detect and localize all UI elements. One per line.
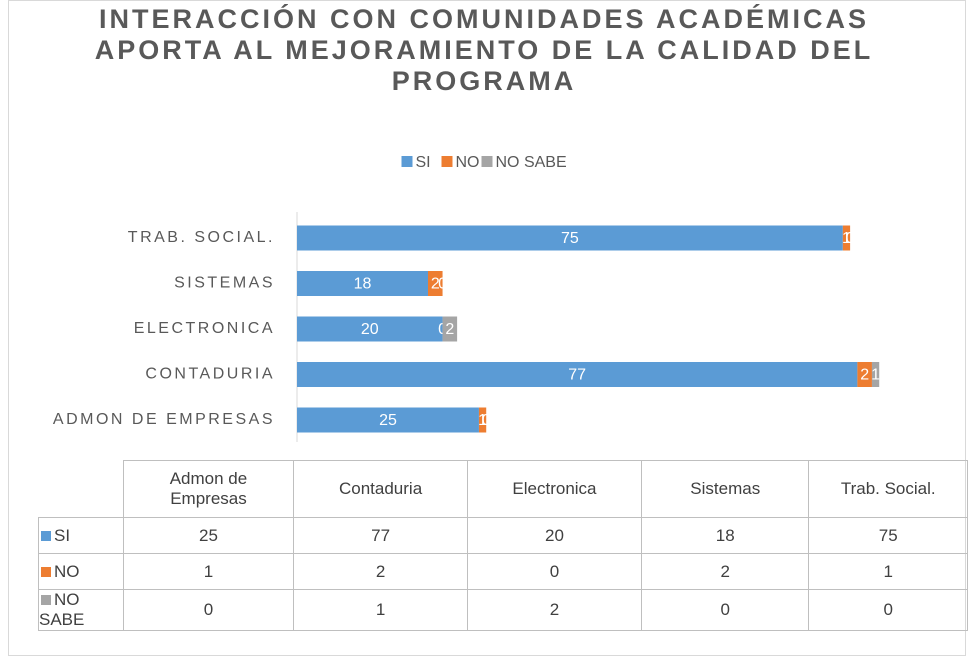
table-cell: 18 [641,517,810,554]
data-table: Admon de Empresas Contaduria Electronica Si… [38,460,968,631]
legend-key [41,595,51,605]
table-row-label: SI [38,517,124,554]
bar-segment [297,225,843,251]
data-label: 20 [361,321,379,338]
y-tick-label: CONTADURIA [145,366,275,383]
y-tick-label: ELECTRONICA [134,320,275,337]
bar-segment [297,407,479,433]
table-cell: 1 [293,589,468,631]
data-label: 1 [478,412,487,429]
table-row-label: NO SABE [38,589,124,631]
data-label: 18 [354,276,372,293]
table-cell: 20 [466,517,643,554]
bar-segment [297,362,858,387]
table-header: Admon de Empresas [122,460,295,518]
table-header-row: Admon de Empresas Contaduria Electronica Si… [38,460,968,518]
y-tick-label: ADMON DE EMPRESAS [53,411,275,428]
table-header: Contaduria [293,460,468,518]
table-cell: 0 [641,589,810,631]
table-row: NO 1 2 0 2 1 [38,553,968,590]
y-tick-label: TRAB. SOCIAL. [128,229,275,246]
data-label: 2 [860,367,869,384]
table-row-label: NO [38,553,124,590]
bar-segment [842,225,851,251]
data-label: 0 [846,230,855,247]
legend-swatch [401,156,413,167]
data-label: 75 [561,230,579,247]
data-label: 77 [568,367,586,384]
data-label: 1 [871,367,880,384]
table-cell: 2 [293,553,468,590]
table-row: SI 25 77 20 18 75 [38,517,968,554]
bar-segment [871,362,880,387]
data-label: 2 [431,276,440,293]
table-cell: 0 [466,553,643,590]
table-cell: 1 [808,553,968,590]
data-label: 2 [445,321,454,338]
chart-frame [8,0,966,656]
table-corner [38,460,124,518]
data-label: 0 [438,276,447,293]
table-header: Sistemas [641,460,810,518]
legend-key [41,530,51,541]
legend-swatch [481,156,493,167]
table-cell: 1 [122,553,295,590]
legend-swatch [441,156,453,167]
table-cell: 77 [293,517,468,554]
legend-label: NO SABE [496,154,567,171]
table-header: Electronica [466,460,643,518]
table-cell: 0 [122,589,295,631]
table-row-name: NO SABE [39,590,85,629]
table-row-name: NO [54,561,80,581]
chart-title: INTERACCIÓN CON COMUNIDADES ACADÉMICAS A… [94,4,874,96]
data-label: 0 [482,412,491,429]
legend-key [41,566,51,577]
table-cell: 2 [641,553,810,590]
data-label: 25 [379,412,397,429]
table-cell: 75 [808,517,968,554]
table-cell: 2 [466,589,643,631]
bar-segment [442,316,458,342]
legend-label: SI [416,154,431,171]
table-cell: 0 [808,589,968,631]
y-tick-label: SISTEMAS [174,275,275,292]
table-cell: 25 [122,517,295,554]
table-header: Trab. Social. [808,460,968,518]
table-row-name: SI [54,525,71,545]
bar-segment [297,271,428,296]
data-label: 1 [842,230,851,247]
bar-segment [478,407,487,433]
table-row: NO SABE 0 1 2 0 0 [38,589,968,631]
bar-segment [297,316,443,342]
bar-segment [428,271,443,296]
legend-label: NO [456,154,480,171]
bar-segment [857,362,872,387]
